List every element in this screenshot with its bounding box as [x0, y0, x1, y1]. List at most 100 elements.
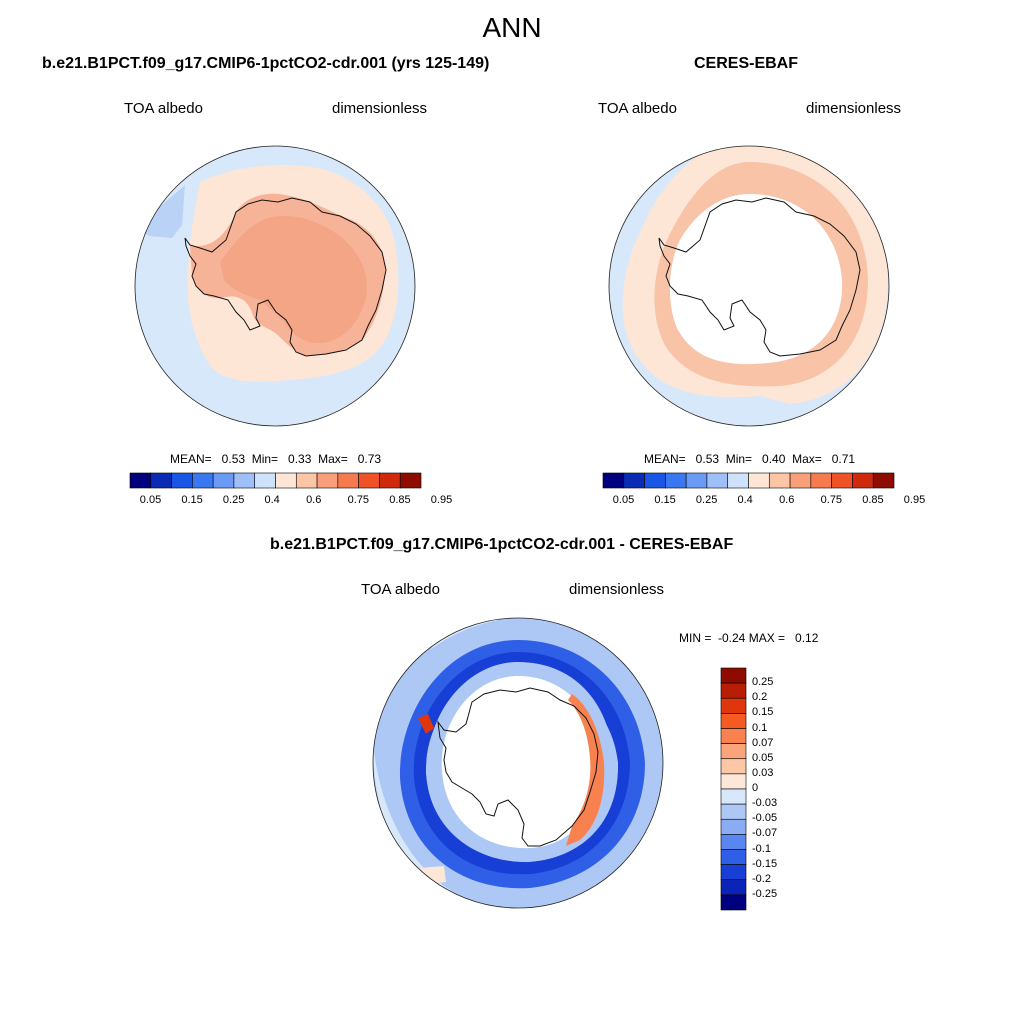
- right-colorbar: [602, 472, 895, 489]
- right-panel-title: CERES-EBAF: [694, 55, 799, 72]
- left-colorbar-tick-label: 0.95: [430, 494, 453, 506]
- diff-panel-stats: MIN = -0.24 MAX = 0.12: [679, 631, 819, 645]
- left-colorbar-box: [254, 472, 276, 489]
- diff-colorbar-tick-label: 0.03: [752, 766, 774, 779]
- left-colorbar-tick-label: 0.25: [222, 494, 245, 506]
- diff-panel-variable-label: TOA albedo: [361, 581, 440, 598]
- left-colorbar-box: [192, 472, 214, 489]
- diff-map-border: [372, 617, 664, 909]
- left-colorbar-box: [358, 472, 380, 489]
- left-low-albedo-patch: [135, 185, 185, 238]
- diff-colorbar-box: [720, 879, 747, 896]
- right-panel-units-label: dimensionless: [806, 100, 902, 117]
- diff-panel-title: b.e21.B1PCT.f09_g17.CMIP6-1pctCO2-cdr.00…: [270, 536, 734, 553]
- right-colorbar-box: [831, 472, 853, 489]
- diff-colorbar-box: [720, 864, 747, 881]
- diff-pale-peach-patch: [420, 866, 446, 884]
- season-title: ANN: [482, 12, 542, 43]
- left-colorbar-tick-label: 0.85: [389, 494, 411, 506]
- diff-colorbar-box: [720, 728, 747, 744]
- right-colorbar-tick-label: 0.85: [862, 494, 884, 506]
- right-colorbar-box: [768, 472, 791, 489]
- diff-colorbar-box: [720, 682, 747, 699]
- diff-colorbar-box: [720, 803, 747, 820]
- left-colorbar-box: [337, 472, 359, 489]
- diff-colorbar: [720, 667, 747, 911]
- diff-colorbar-tick-label: 0.1: [752, 721, 768, 734]
- left-colorbar-tick-label: 0.15: [181, 494, 203, 506]
- diff-colorbar-tick-label: -0.07: [752, 827, 778, 840]
- right-colorbar-box: [810, 472, 832, 489]
- diff-panel-units-label: dimensionless: [569, 581, 665, 598]
- right-colorbar-tick-label: 0.75: [820, 494, 843, 506]
- diff-colorbar-box: [720, 894, 747, 911]
- diff-colorbar-box: [720, 773, 747, 790]
- right-colorbar-box: [665, 472, 687, 489]
- diff-colorbar-box: [720, 713, 747, 729]
- left-colorbar-box: [171, 472, 193, 489]
- left-colorbar-box: [399, 472, 422, 489]
- diff-colorbar-tick-label: -0.05: [752, 812, 778, 825]
- diff-colorbar-box: [720, 743, 747, 760]
- left-colorbar-tick-label: 0.05: [139, 494, 162, 506]
- diff-colorbar-tick-label: -0.1: [752, 842, 771, 855]
- left-colorbar-box: [295, 472, 318, 489]
- right-colorbar-tick-label: 0.15: [654, 494, 676, 506]
- right-colorbar-box: [685, 472, 708, 489]
- diff-positive-peninsula-spot: [418, 714, 434, 734]
- diff-polar-map: [373, 618, 663, 908]
- left-antarctica-coastline: [184, 197, 387, 357]
- right-colorbar-box: [644, 472, 666, 489]
- right-polar-map: [609, 146, 889, 426]
- diff-colorbar-tick-label: -0.03: [752, 797, 778, 810]
- left-colorbar-tick-label: 0.6: [306, 494, 322, 506]
- right-colorbar-box: [602, 472, 625, 489]
- diff-colorbar-box: [720, 834, 747, 850]
- right-colorbar-tick-label: 0.6: [779, 494, 795, 506]
- left-colorbar-box: [316, 472, 339, 489]
- left-colorbar-box: [129, 472, 152, 489]
- diff-colorbar-box: [720, 758, 747, 775]
- diff-colorbar-tick-label: 0.25: [752, 676, 774, 689]
- right-colorbar-box: [852, 472, 874, 489]
- diff-colorbar-box: [720, 849, 747, 865]
- right-colorbar-tick-label: 0.95: [903, 494, 926, 506]
- right-antarctica-coastline: [658, 197, 861, 357]
- left-panel-stats: MEAN= 0.53 Min= 0.33 Max= 0.73: [170, 452, 382, 466]
- left-colorbar-box: [275, 472, 297, 489]
- diff-colorbar-tick-label: 0: [752, 782, 759, 794]
- right-colorbar-box: [789, 472, 812, 489]
- left-panel-title: b.e21.B1PCT.f09_g17.CMIP6-1pctCO2-cdr.00…: [42, 55, 490, 72]
- diff-colorbar-box: [720, 788, 747, 805]
- diff-colorbar-tick-label: 0.05: [752, 751, 774, 764]
- left-colorbar: [129, 472, 422, 489]
- right-colorbar-tick-label: 0.05: [612, 494, 635, 506]
- right-colorbar-box: [623, 472, 645, 489]
- left-polar-map: [135, 146, 415, 426]
- right-colorbar-box: [706, 472, 729, 489]
- right-colorbar-box: [872, 472, 895, 489]
- left-antarctica-interior: [220, 216, 367, 344]
- diff-colorbar-tick-label: 0.15: [752, 706, 774, 719]
- right-panel-stats: MEAN= 0.53 Min= 0.40 Max= 0.71: [644, 452, 856, 466]
- left-colorbar-box: [212, 472, 235, 489]
- left-colorbar-box: [150, 472, 172, 489]
- left-colorbar-box: [379, 472, 401, 489]
- right-peach-band: [654, 162, 868, 387]
- right-map-border: [608, 145, 890, 427]
- diff-colorbar-tick-label: -0.2: [752, 872, 771, 885]
- diff-positive-coastal-strip: [566, 694, 605, 846]
- right-ice-area: [669, 194, 843, 365]
- diff-colorbar-tick-label: -0.25: [752, 887, 778, 900]
- right-panel-variable-label: TOA albedo: [598, 100, 677, 117]
- right-colorbar-box: [727, 472, 749, 489]
- left-panel-variable-label: TOA albedo: [124, 100, 203, 117]
- diff-colorbar-box: [720, 697, 747, 714]
- right-colorbar-tick-label: 0.25: [695, 494, 718, 506]
- diff-antarctica-coastline: [437, 687, 599, 847]
- right-colorbar-box: [748, 472, 770, 489]
- left-map-border: [134, 145, 416, 427]
- left-colorbar-tick-label: 0.75: [347, 494, 370, 506]
- diff-colorbar-tick-label: 0.2: [752, 691, 768, 704]
